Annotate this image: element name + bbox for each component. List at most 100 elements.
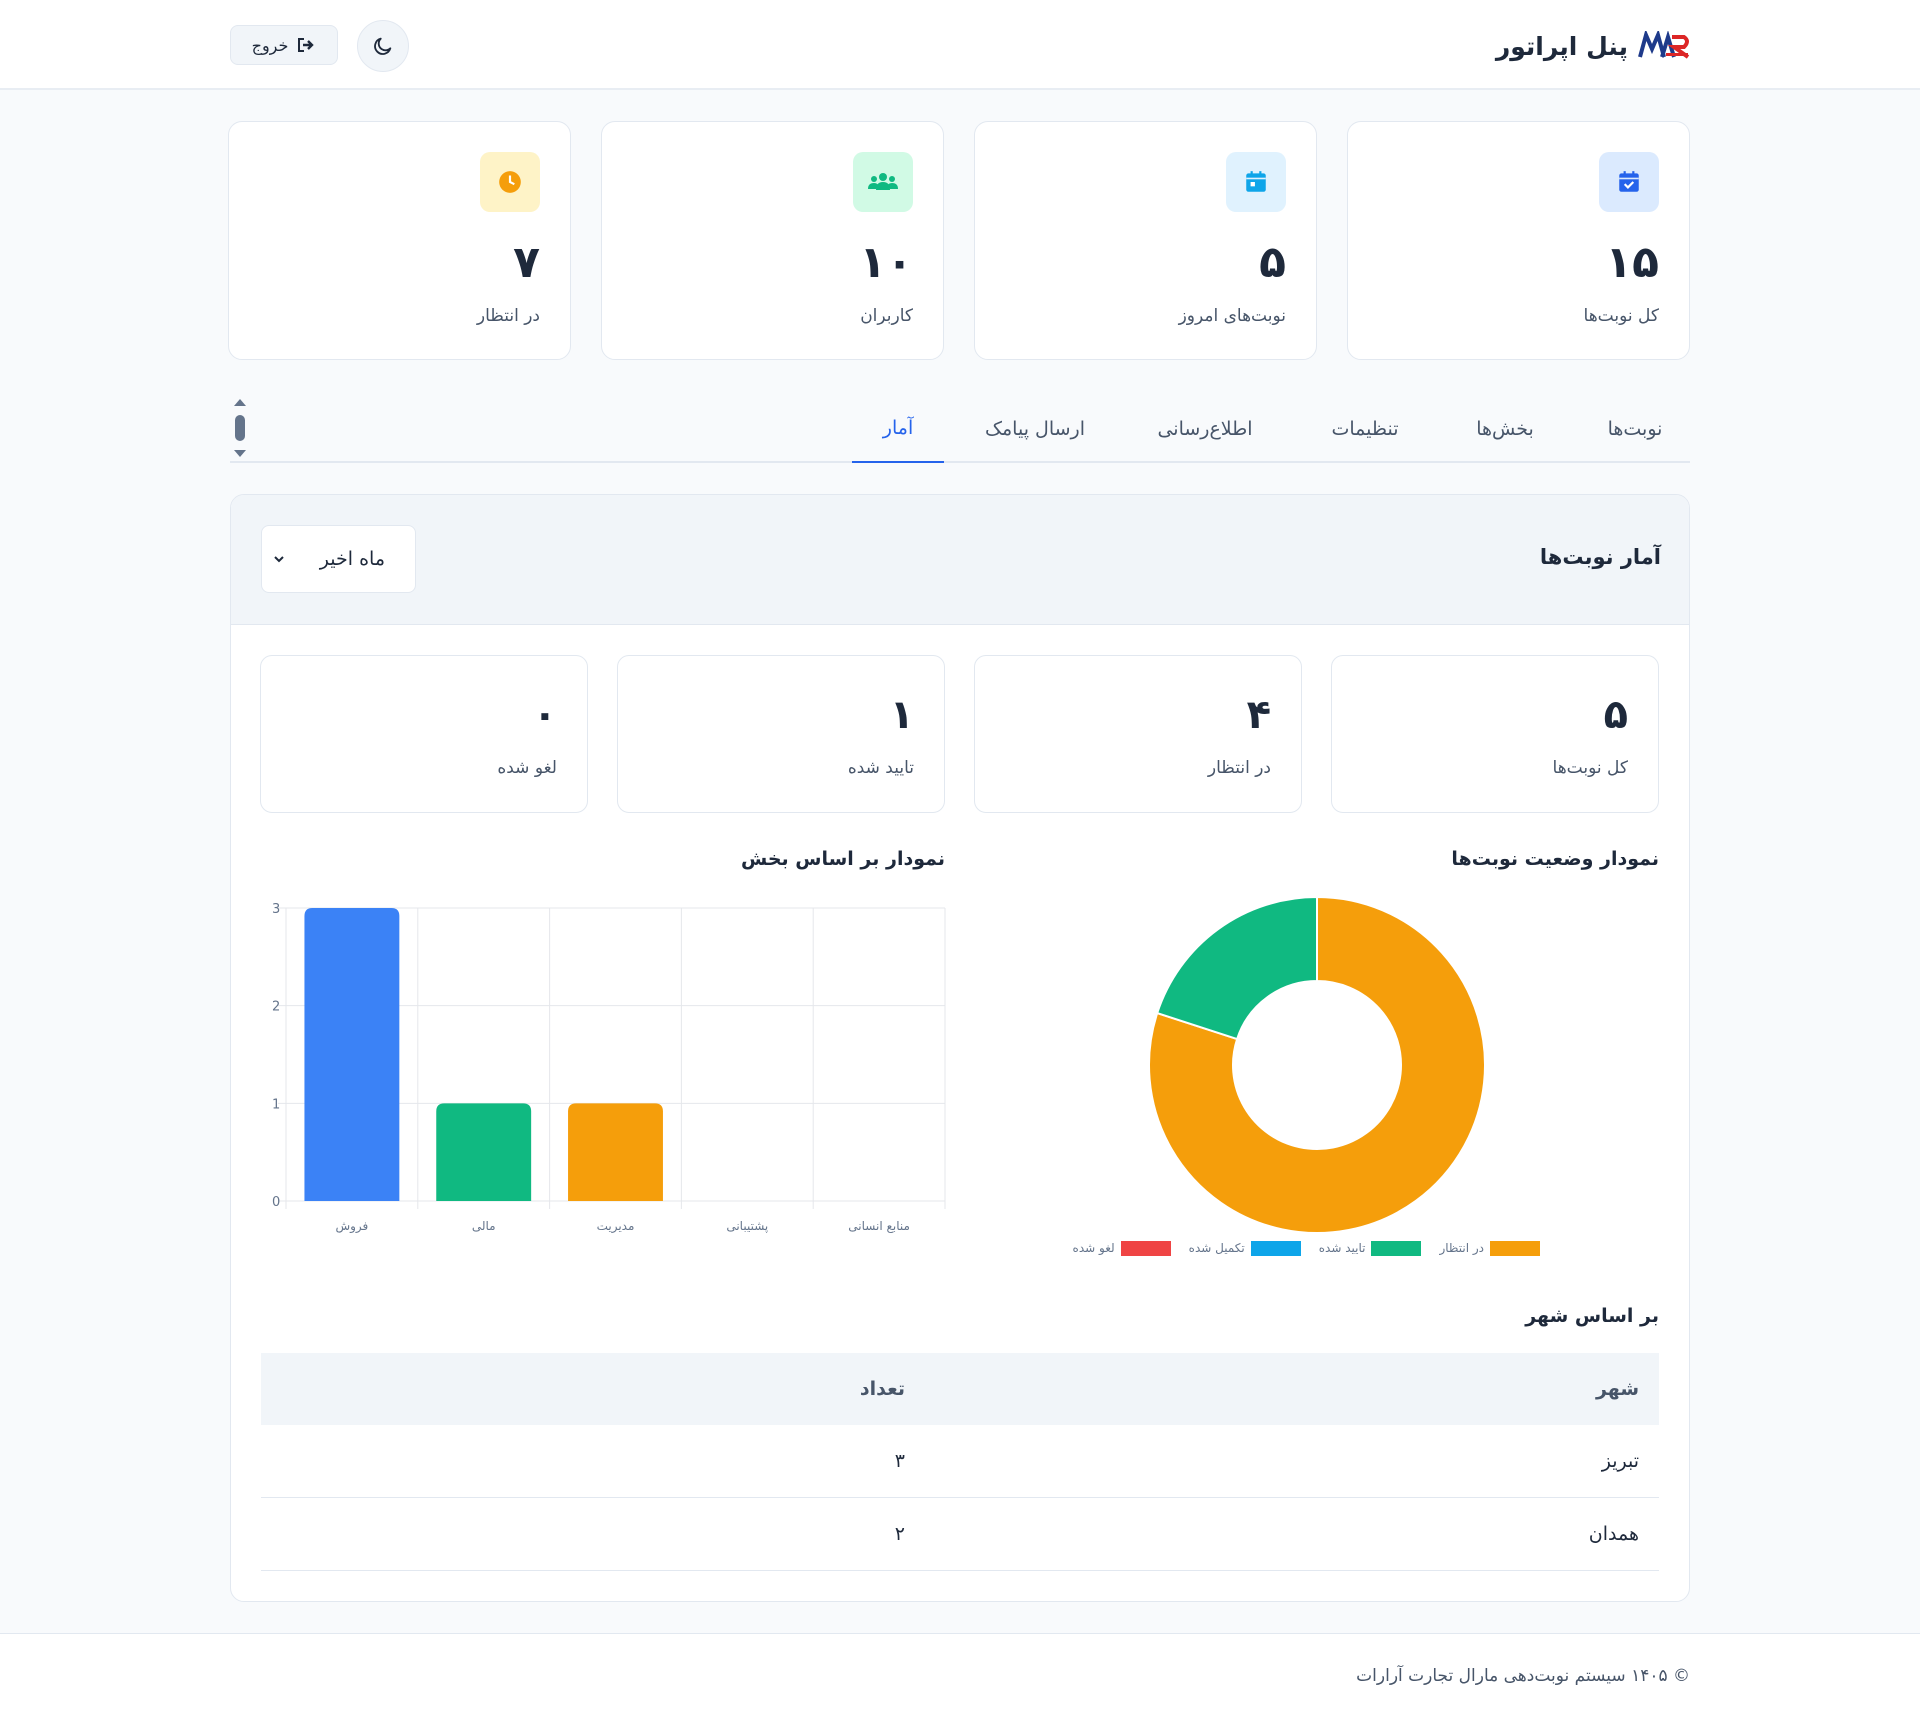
panel-header: آمار نوبت‌ها ماه اخیر bbox=[231, 495, 1689, 625]
column-header-city: شهر bbox=[1595, 1378, 1639, 1400]
theme-toggle-button[interactable] bbox=[357, 20, 409, 72]
legend-label: تایید شده bbox=[1318, 1241, 1366, 1255]
legend-label: لغو شده bbox=[1072, 1241, 1115, 1255]
y-tick-label: 0 bbox=[272, 1195, 280, 1210]
city-cell: همدان bbox=[1588, 1523, 1639, 1545]
logout-label: خروج bbox=[251, 35, 289, 55]
panel-title: آمار نوبت‌ها bbox=[1539, 545, 1661, 569]
legend-swatch bbox=[1371, 1240, 1422, 1256]
stat-label: کل نوبت‌ها bbox=[1583, 306, 1659, 326]
tab-send-sms[interactable]: ارسال پیامک bbox=[985, 418, 1086, 440]
stat-icon-box bbox=[480, 152, 540, 212]
city-cell: تبریز bbox=[1601, 1450, 1639, 1472]
stat-card-users: ۱۰ کاربران bbox=[601, 121, 944, 360]
tab-scroll-control[interactable] bbox=[230, 395, 250, 461]
y-tick-label: 1 bbox=[272, 1097, 280, 1112]
scroll-down-icon bbox=[234, 450, 246, 457]
x-tick-label: مدیریت bbox=[597, 1219, 635, 1234]
table-header: شهر تعداد bbox=[261, 1353, 1659, 1425]
summary-card-total: ۵ کل نوبت‌ها bbox=[1331, 655, 1659, 813]
moon-icon bbox=[374, 37, 392, 55]
stat-card-pending: ۷ در انتظار bbox=[228, 121, 571, 360]
count-cell: ۳ bbox=[894, 1450, 905, 1472]
bar[interactable] bbox=[304, 908, 400, 1201]
summary-label: تایید شده bbox=[847, 758, 914, 778]
summary-value: ۰ bbox=[532, 692, 557, 738]
legend-label: تکمیل شده bbox=[1188, 1241, 1245, 1255]
summary-label: در انتظار bbox=[1207, 758, 1271, 778]
logout-button[interactable]: خروج bbox=[230, 25, 338, 65]
top-header: پنل اپراتور خروج bbox=[0, 0, 1920, 90]
brand[interactable]: پنل اپراتور bbox=[1496, 26, 1690, 66]
tab-settings[interactable]: تنظیمات bbox=[1331, 418, 1399, 440]
column-header-count: تعداد bbox=[859, 1378, 905, 1400]
legend-label: در انتظار bbox=[1439, 1241, 1484, 1255]
x-tick-label: پشتیبانی bbox=[726, 1219, 768, 1233]
legend-item[interactable]: تکمیل شده bbox=[1188, 1240, 1301, 1256]
legend-item[interactable]: در انتظار bbox=[1439, 1240, 1540, 1256]
department-bar-chart: 0 1 2 3 فروش مالی مدیریت پشتیبانی منابع انسانی bbox=[272, 902, 946, 1234]
logout-icon bbox=[298, 38, 315, 52]
y-tick-label: 2 bbox=[272, 1000, 280, 1015]
stat-label: در انتظار bbox=[476, 306, 540, 326]
summary-value: ۱ bbox=[889, 692, 914, 738]
summary-label: لغو شده bbox=[497, 758, 557, 778]
period-select[interactable]: ماه اخیر bbox=[261, 525, 416, 593]
stat-value: ۵ bbox=[1259, 237, 1286, 288]
summary-card-confirmed: ۱ تایید شده bbox=[617, 655, 945, 813]
bar[interactable] bbox=[436, 1103, 532, 1201]
stat-icon-box bbox=[1226, 152, 1286, 212]
legend-item[interactable]: تایید شده bbox=[1318, 1240, 1422, 1256]
status-chart-legend: در انتظار تایید شده تکمیل شده لغو شده bbox=[1061, 1238, 1540, 1258]
stat-icon-box bbox=[1599, 152, 1659, 212]
count-cell: ۲ bbox=[894, 1523, 905, 1545]
scroll-thumb bbox=[235, 415, 245, 441]
summary-value: ۵ bbox=[1603, 692, 1628, 738]
tab-bar: نوبت‌ها بخش‌ها تنظیمات اطلاع‌رسانی ارسال… bbox=[230, 395, 1690, 463]
chevron-down-icon bbox=[274, 556, 284, 563]
department-chart-title: نمودار بر اساس بخش bbox=[740, 848, 945, 870]
footer-copyright: © ۱۴۰۵ سیستم نوبت‌دهی مارال تجارت آرارات bbox=[1356, 1666, 1690, 1686]
stat-label: نوبت‌های امروز bbox=[1178, 306, 1286, 326]
x-tick-label: مالی bbox=[472, 1219, 496, 1233]
doughnut-slice bbox=[1155, 895, 1318, 1041]
clock-icon bbox=[499, 171, 521, 193]
stat-label: کاربران bbox=[860, 306, 913, 326]
table-row: همدان ۲ bbox=[261, 1498, 1659, 1571]
summary-value: ۴ bbox=[1246, 692, 1271, 738]
status-doughnut-chart bbox=[1148, 895, 1486, 1234]
legend-item[interactable]: لغو شده bbox=[1072, 1240, 1171, 1256]
tab-appointments[interactable]: نوبت‌ها bbox=[1607, 418, 1663, 440]
summary-card-pending: ۴ در انتظار bbox=[974, 655, 1302, 813]
calendar-day-icon bbox=[1246, 171, 1266, 192]
stat-card-today: ۵ نوبت‌های امروز bbox=[974, 121, 1317, 360]
city-table: شهر تعداد تبریز ۳ همدان ۲ bbox=[261, 1353, 1659, 1571]
bar[interactable] bbox=[568, 1103, 663, 1201]
legend-swatch bbox=[1250, 1240, 1301, 1256]
legend-swatch bbox=[1120, 1240, 1171, 1256]
doughnut-slice bbox=[1148, 895, 1486, 1234]
stat-card-total: ۱۵ کل نوبت‌ها bbox=[1347, 121, 1690, 360]
tab-departments[interactable]: بخش‌ها bbox=[1476, 418, 1534, 440]
status-chart-title: نمودار وضعیت نوبت‌ها bbox=[1451, 848, 1659, 870]
table-row: تبریز ۳ bbox=[261, 1425, 1659, 1498]
stat-value: ۱۰ bbox=[859, 237, 913, 288]
app-title: پنل اپراتور bbox=[1495, 31, 1628, 61]
stat-icon-box bbox=[853, 152, 913, 212]
x-tick-label: منابع انسانی bbox=[848, 1219, 910, 1233]
y-tick-label: 3 bbox=[272, 902, 280, 917]
period-select-value: ماه اخیر bbox=[319, 548, 385, 570]
page-footer: © ۱۴۰۵ سیستم نوبت‌دهی مارال تجارت آرارات bbox=[0, 1633, 1920, 1722]
stat-value: ۱۵ bbox=[1605, 237, 1659, 288]
scroll-up-icon bbox=[234, 399, 246, 406]
city-section-title: بر اساس شهر bbox=[1525, 1305, 1659, 1327]
brand-logo bbox=[1638, 31, 1690, 59]
tab-notifications[interactable]: اطلاع‌رسانی bbox=[1157, 418, 1253, 440]
summary-label: کل نوبت‌ها bbox=[1552, 758, 1628, 778]
x-tick-label: فروش bbox=[335, 1219, 368, 1234]
tab-statistics[interactable]: آمار bbox=[852, 395, 944, 463]
legend-swatch bbox=[1490, 1240, 1540, 1256]
summary-card-cancelled: ۰ لغو شده bbox=[260, 655, 588, 813]
calendar-check-icon bbox=[1619, 171, 1639, 192]
users-icon bbox=[868, 173, 898, 190]
